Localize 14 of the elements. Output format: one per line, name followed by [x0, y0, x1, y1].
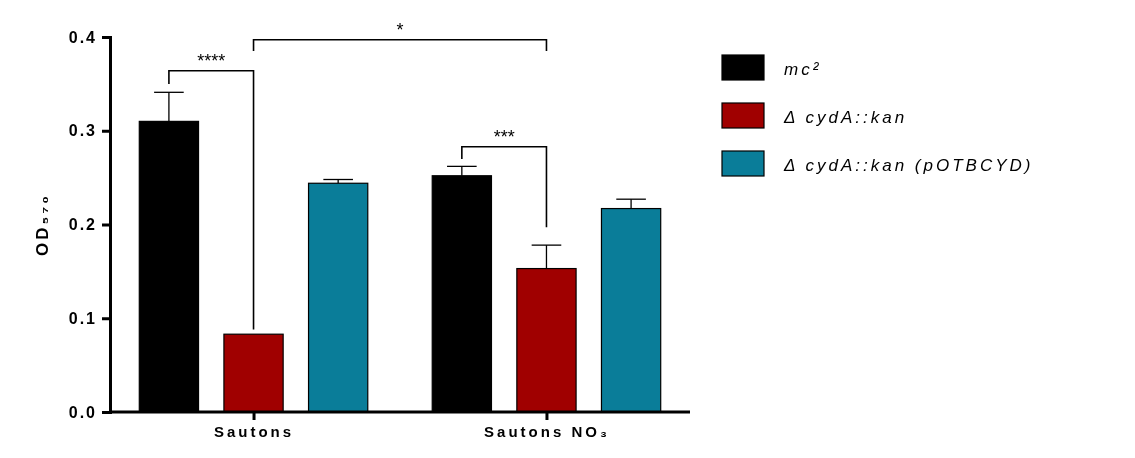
y-axis-title: OD₅₇₀ [33, 193, 52, 256]
x-tick-label: Sautons NO₃ [484, 423, 610, 440]
y-tick-label: 0.2 [68, 216, 97, 234]
y-tick-label: 0.0 [68, 403, 97, 421]
legend-label: mc² [784, 60, 822, 79]
annotation: *** [493, 126, 515, 147]
annotation: * [396, 19, 404, 40]
y-tick-label: 0.4 [68, 28, 97, 46]
y-tick-label: 0.1 [68, 309, 97, 327]
annotation: **** [197, 50, 226, 71]
legend-label: Δ cydA::kan [783, 108, 908, 127]
y-tick-label: 0.3 [68, 122, 97, 140]
legend-label: Δ cydA::kan (pOTBCYD) [783, 156, 1034, 175]
x-tick-label: Sautons [213, 423, 295, 440]
